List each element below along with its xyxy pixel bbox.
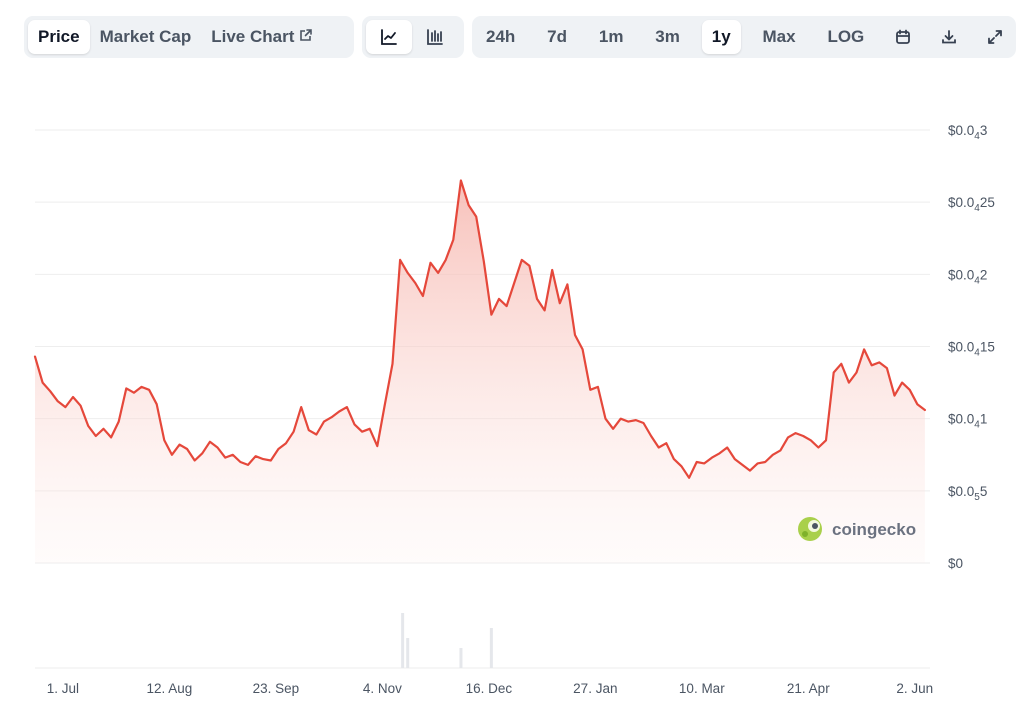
price-area-fill bbox=[35, 180, 925, 563]
y-tick-label: $0.042 bbox=[948, 267, 987, 286]
tab-price[interactable]: Price bbox=[28, 20, 90, 54]
y-tick-tail: 2 bbox=[980, 267, 988, 282]
y-tick-label: $0.043 bbox=[948, 123, 987, 142]
chart-type-toggle bbox=[362, 16, 464, 58]
y-tick-subscript: 4 bbox=[974, 203, 980, 214]
x-tick-label: 1. Jul bbox=[47, 681, 79, 696]
tab-market-cap[interactable]: Market Cap bbox=[90, 20, 202, 54]
time-range-toolbar: 24h 7d 1m 3m 1y Max LOG bbox=[472, 16, 1016, 58]
x-tick-label: 2. Jun bbox=[896, 681, 933, 696]
tab-label: Market Cap bbox=[99, 27, 192, 46]
x-tick-label: 16. Dec bbox=[466, 681, 513, 696]
price-area bbox=[33, 179, 926, 563]
expand-icon bbox=[986, 28, 1004, 46]
calendar-icon bbox=[894, 28, 912, 46]
y-tick-main: $0.0 bbox=[948, 484, 974, 499]
y-tick-label: $0.0415 bbox=[948, 340, 995, 359]
candlestick-chart-button[interactable] bbox=[412, 20, 458, 54]
tab-label: Live Chart bbox=[211, 27, 295, 46]
y-tick-label: $0.0425 bbox=[948, 195, 995, 214]
x-tick-label: 23. Sep bbox=[253, 681, 300, 696]
chart-toolbar: Price Market Cap Live Chart 24h 7d 1m 3m 1y Max… bbox=[0, 16, 1024, 58]
download-icon bbox=[940, 28, 958, 46]
range-7d-button[interactable]: 7d bbox=[547, 27, 567, 46]
candlestick-chart-icon bbox=[426, 28, 444, 46]
range-3m-button[interactable]: 3m bbox=[655, 27, 680, 46]
view-tabs: Price Market Cap Live Chart bbox=[24, 16, 354, 58]
range-max-button[interactable]: Max bbox=[762, 27, 796, 46]
y-tick-main: $0.0 bbox=[948, 123, 974, 138]
watermark-text: coingecko bbox=[832, 520, 916, 539]
y-tick-subscript: 4 bbox=[974, 131, 980, 142]
y-tick-subscript: 5 bbox=[974, 492, 980, 503]
external-link-icon bbox=[299, 27, 313, 47]
x-tick-label: 21. Apr bbox=[787, 681, 830, 696]
y-tick-main: $0.0 bbox=[948, 340, 974, 355]
y-tick-tail: 5 bbox=[980, 484, 988, 499]
y-tick-main: $0.0 bbox=[948, 267, 974, 282]
range-1y-button[interactable]: 1y bbox=[701, 20, 741, 54]
x-tick-label: 27. Jan bbox=[573, 681, 617, 696]
x-tick-label: 10. Mar bbox=[679, 681, 725, 696]
y-tick-tail: 25 bbox=[980, 195, 995, 210]
y-tick-tail: 1 bbox=[980, 412, 988, 427]
line-chart-icon bbox=[380, 28, 398, 46]
y-tick-subscript: 4 bbox=[974, 275, 980, 286]
y-tick-tail: 15 bbox=[980, 340, 995, 355]
download-button[interactable] bbox=[932, 20, 966, 54]
volume-bar bbox=[406, 638, 410, 668]
coingecko-logo-icon bbox=[798, 517, 822, 541]
volume-bars bbox=[401, 613, 493, 668]
y-tick-main: $0 bbox=[948, 556, 963, 571]
y-tick-main: $0.0 bbox=[948, 195, 974, 210]
expand-button[interactable] bbox=[978, 20, 1012, 54]
volume-bar bbox=[401, 613, 405, 668]
calendar-button[interactable] bbox=[886, 20, 920, 54]
y-tick-tail: 3 bbox=[980, 123, 988, 138]
x-tick-label: 12. Aug bbox=[146, 681, 192, 696]
range-log-button[interactable]: LOG bbox=[827, 27, 865, 46]
volume-bar bbox=[459, 648, 463, 668]
line-chart-button[interactable] bbox=[366, 20, 412, 54]
y-tick-subscript: 4 bbox=[974, 348, 980, 359]
tab-live-chart[interactable]: Live Chart bbox=[201, 20, 323, 54]
y-tick-subscript: 4 bbox=[974, 420, 980, 431]
tab-label: Price bbox=[38, 27, 80, 46]
y-tick-main: $0.0 bbox=[948, 412, 974, 427]
y-axis-labels: $0.043$0.0425$0.042$0.0415$0.041$0.055$0 bbox=[948, 123, 995, 571]
y-tick-label: $0 bbox=[948, 556, 963, 571]
coingecko-watermark: coingecko bbox=[798, 517, 916, 541]
price-line bbox=[33, 179, 926, 479]
x-axis-labels: 1. Jul 12. Aug 23. Sep 4. Nov 16. Dec 27. Jan… bbox=[47, 681, 933, 696]
range-24h-button[interactable]: 24h bbox=[486, 27, 516, 46]
y-tick-label: $0.055 bbox=[948, 484, 987, 503]
range-1m-button[interactable]: 1m bbox=[598, 27, 624, 46]
volume-bar bbox=[489, 628, 493, 668]
x-tick-label: 4. Nov bbox=[363, 681, 402, 696]
y-tick-label: $0.041 bbox=[948, 412, 987, 431]
